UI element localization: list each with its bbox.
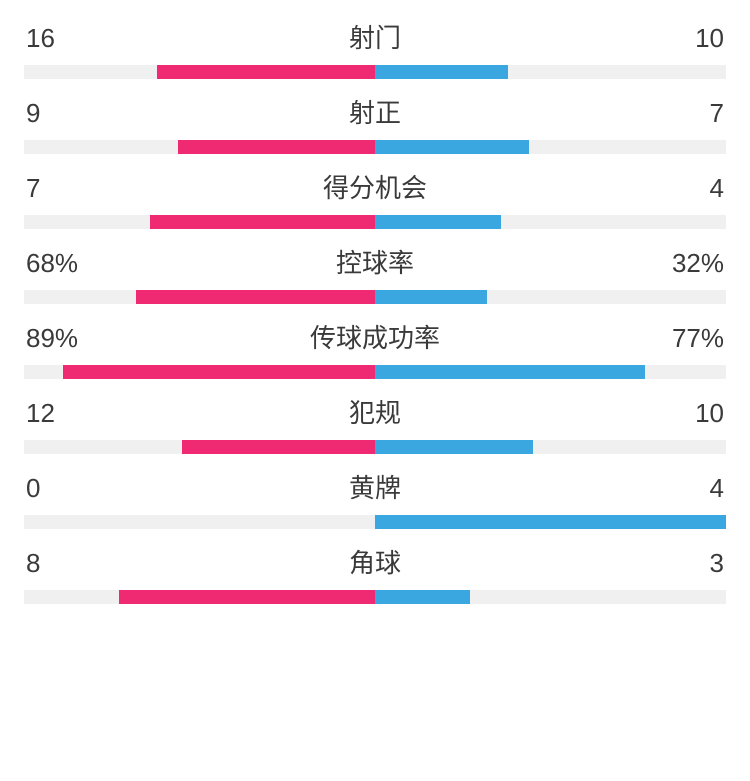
stat-header: 7得分机会4	[24, 168, 726, 205]
stat-bar-right-fill	[375, 290, 487, 304]
stat-bar-track	[24, 440, 726, 454]
stat-bar-left-fill	[157, 65, 375, 79]
stat-bar-right-half	[375, 65, 726, 79]
stat-bar-right-fill	[375, 515, 726, 529]
stat-right-value: 32%	[644, 248, 724, 279]
stat-left-value: 12	[26, 398, 106, 429]
stat-bar-right-fill	[375, 140, 529, 154]
stat-label: 黄牌	[106, 468, 644, 505]
stat-bar-right-half	[375, 440, 726, 454]
stat-bar-right-half	[375, 365, 726, 379]
stat-header: 68%控球率32%	[24, 243, 726, 280]
stat-bar-track	[24, 215, 726, 229]
stat-header: 12犯规10	[24, 393, 726, 430]
stat-left-value: 16	[26, 23, 106, 54]
stat-row: 68%控球率32%	[24, 243, 726, 304]
stat-left-value: 7	[26, 173, 106, 204]
stat-bar-track	[24, 515, 726, 529]
stat-right-value: 3	[644, 548, 724, 579]
stat-bar-right-half	[375, 215, 726, 229]
stat-bar-track	[24, 140, 726, 154]
stat-bar-right-half	[375, 515, 726, 529]
stat-bar-left-half	[24, 515, 375, 529]
stat-label: 犯规	[106, 393, 644, 430]
stat-bar-right-half	[375, 590, 726, 604]
stat-row: 7得分机会4	[24, 168, 726, 229]
stat-bar-left-half	[24, 290, 375, 304]
stat-bar-left-half	[24, 65, 375, 79]
stat-bar-left-half	[24, 215, 375, 229]
stat-row: 9射正7	[24, 93, 726, 154]
stat-bar-left-half	[24, 140, 375, 154]
stat-right-value: 77%	[644, 323, 724, 354]
stat-label: 射门	[106, 18, 644, 55]
stat-label: 角球	[106, 543, 644, 580]
stat-bar-track	[24, 590, 726, 604]
stat-bar-left-fill	[63, 365, 375, 379]
stat-row: 0黄牌4	[24, 468, 726, 529]
stat-label: 射正	[106, 93, 644, 130]
stat-bar-left-half	[24, 590, 375, 604]
stat-header: 89%传球成功率77%	[24, 318, 726, 355]
stat-header: 9射正7	[24, 93, 726, 130]
stat-left-value: 68%	[26, 248, 106, 279]
stat-bar-right-fill	[375, 365, 645, 379]
stat-row: 8角球3	[24, 543, 726, 604]
stat-left-value: 89%	[26, 323, 106, 354]
stat-right-value: 4	[644, 173, 724, 204]
stat-label: 控球率	[106, 243, 644, 280]
stat-bar-right-half	[375, 140, 726, 154]
stat-bar-left-half	[24, 365, 375, 379]
stat-row: 16射门10	[24, 18, 726, 79]
stat-bar-right-half	[375, 290, 726, 304]
stat-bar-left-fill	[178, 140, 375, 154]
stat-label: 得分机会	[106, 168, 644, 205]
stat-bar-right-fill	[375, 440, 533, 454]
match-stats-container: 16射门109射正77得分机会468%控球率32%89%传球成功率77%12犯规…	[0, 0, 750, 604]
stat-bar-right-fill	[375, 65, 508, 79]
stat-right-value: 10	[644, 23, 724, 54]
stat-left-value: 8	[26, 548, 106, 579]
stat-bar-track	[24, 365, 726, 379]
stat-row: 89%传球成功率77%	[24, 318, 726, 379]
stat-bar-track	[24, 65, 726, 79]
stat-bar-left-half	[24, 440, 375, 454]
stat-left-value: 0	[26, 473, 106, 504]
stat-right-value: 4	[644, 473, 724, 504]
stat-bar-left-fill	[182, 440, 375, 454]
stat-bar-track	[24, 290, 726, 304]
stat-bar-left-fill	[119, 590, 375, 604]
stat-right-value: 7	[644, 98, 724, 129]
stat-header: 0黄牌4	[24, 468, 726, 505]
stat-right-value: 10	[644, 398, 724, 429]
stat-bar-left-fill	[136, 290, 375, 304]
stat-label: 传球成功率	[106, 318, 644, 355]
stat-header: 8角球3	[24, 543, 726, 580]
stat-bar-right-fill	[375, 215, 501, 229]
stat-bar-left-fill	[150, 215, 375, 229]
stat-left-value: 9	[26, 98, 106, 129]
stat-row: 12犯规10	[24, 393, 726, 454]
stat-header: 16射门10	[24, 18, 726, 55]
stat-bar-right-fill	[375, 590, 470, 604]
